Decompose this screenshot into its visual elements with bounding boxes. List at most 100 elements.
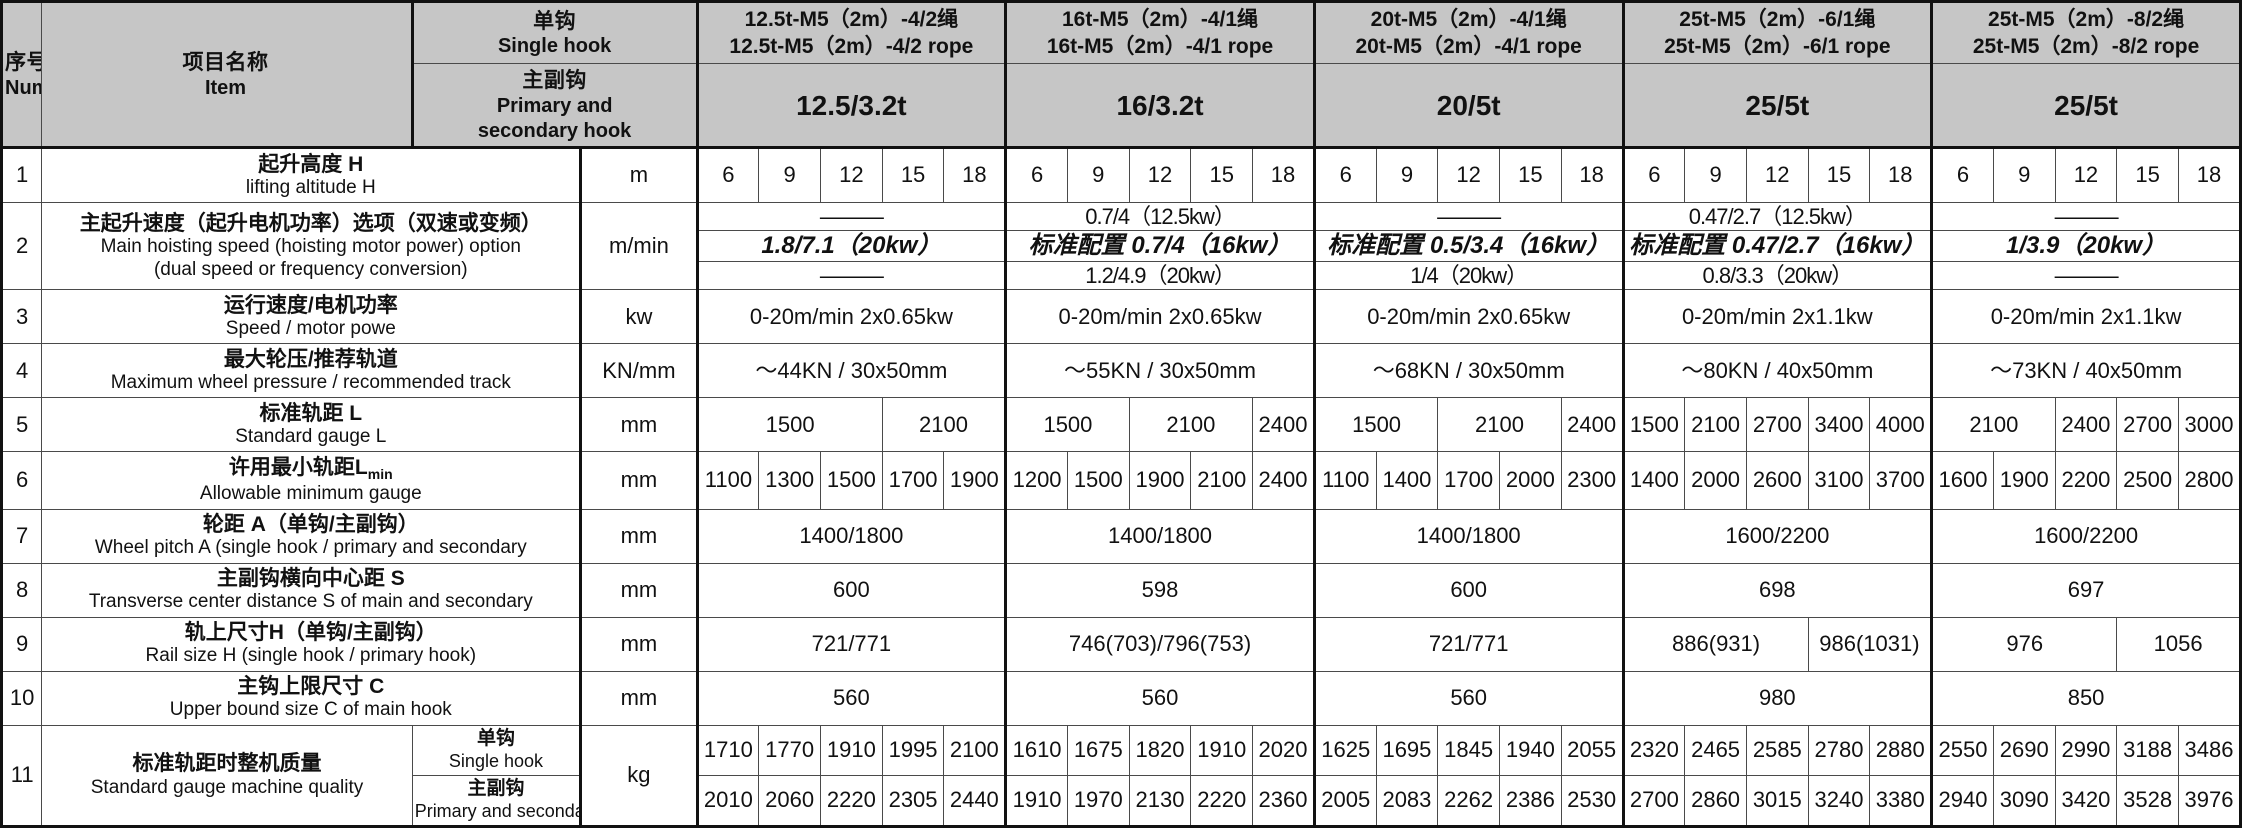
value-cell: 2262 bbox=[1437, 774, 1501, 828]
value-cell: 3015 bbox=[1745, 774, 1809, 828]
value-cell: 560 bbox=[1312, 670, 1624, 726]
row-number: 8 bbox=[0, 562, 43, 618]
value-cell: 2220 bbox=[819, 774, 883, 828]
value-cell: 2000 bbox=[1499, 451, 1562, 510]
value-cell: 560 bbox=[695, 670, 1007, 726]
row-number: 1 bbox=[0, 147, 43, 204]
value-cell: ～80KN / 40x50mm bbox=[1621, 343, 1933, 399]
value-cell: 2700 bbox=[1745, 397, 1809, 453]
value-cell: 2100 bbox=[1437, 397, 1562, 453]
value-cell: 15 bbox=[1190, 147, 1254, 204]
value-cell: 2990 bbox=[2054, 724, 2118, 776]
item-description: 主钩上限尺寸 C Upper bound size C of main hook bbox=[41, 670, 582, 726]
value-cell: 6 bbox=[1930, 147, 1994, 204]
value-cell: ——— bbox=[1930, 261, 2242, 291]
header-item: 项目名称 Item bbox=[41, 0, 413, 150]
value-cell: 886(931) bbox=[1621, 616, 1809, 672]
unit-cell: mm bbox=[579, 397, 698, 453]
unit-cell: mm bbox=[579, 670, 698, 726]
value-cell: 2585 bbox=[1745, 724, 1809, 776]
table-row: 4 最大轮压/推荐轨道 Maximum wheel pressure / recom… bbox=[0, 343, 2242, 399]
value-cell: 1500 bbox=[1312, 397, 1439, 453]
value-cell: 2600 bbox=[1745, 451, 1809, 510]
value-cell: 12 bbox=[2054, 147, 2118, 204]
table-row: 11 标准轨距时整机质量 Standard gauge machine qualit… bbox=[0, 724, 2242, 828]
value-cell: 12 bbox=[1745, 147, 1809, 204]
unit-cell: kg bbox=[579, 724, 698, 828]
value-cell: 2700 bbox=[2116, 397, 2180, 453]
value-cell: 12 bbox=[1128, 147, 1192, 204]
item-description: 最大轮压/推荐轨道 Maximum wheel pressure / recomm… bbox=[41, 343, 582, 399]
value-cell: 2860 bbox=[1684, 774, 1747, 828]
value-cell: 1995 bbox=[881, 724, 945, 776]
value-cell: 0-20m/min 2x0.65kw bbox=[695, 289, 1007, 345]
value-cell: 0.8/3.3（20kw） bbox=[1621, 261, 1933, 291]
value-cell: 1610 bbox=[1004, 724, 1068, 776]
unit-cell: mm bbox=[579, 508, 698, 564]
row-number: 2 bbox=[0, 202, 43, 291]
value-cell: 697 bbox=[1930, 562, 2242, 618]
table-row: 9 轨上尺寸H（单钩/主副钩） Rail size H (single hook /… bbox=[0, 616, 2242, 672]
row-number: 3 bbox=[0, 289, 43, 345]
value-cell: 15 bbox=[881, 147, 945, 204]
value-cell: 1770 bbox=[758, 724, 821, 776]
value-cell: 1700 bbox=[1437, 451, 1501, 510]
value-cell: 0-20m/min 2x0.65kw bbox=[1004, 289, 1315, 345]
value-cell: 1400/1800 bbox=[1004, 508, 1315, 564]
value-cell: 6 bbox=[695, 147, 760, 204]
unit-cell: m/min bbox=[579, 202, 698, 291]
value-cell: 18 bbox=[1869, 147, 1933, 204]
item-description: 许用最小轨距Lmin Allowable minimum gauge bbox=[41, 451, 582, 510]
table-row: 7 轮距 A（单钩/主副钩） Wheel pitch A (single hook … bbox=[0, 508, 2242, 564]
value-cell: 3380 bbox=[1869, 774, 1933, 828]
value-cell: 12 bbox=[819, 147, 883, 204]
value-cell: 2020 bbox=[1252, 724, 1315, 776]
header-capacity-group-2: 16/3.2t bbox=[1004, 63, 1315, 150]
value-cell: 3486 bbox=[2178, 724, 2242, 776]
value-cell: 2010 bbox=[695, 774, 760, 828]
value-cell: 2400 bbox=[2054, 397, 2118, 453]
value-cell: 3240 bbox=[1807, 774, 1871, 828]
value-cell: 1600 bbox=[1930, 451, 1994, 510]
value-cell: 1100 bbox=[1312, 451, 1377, 510]
row-number: 4 bbox=[0, 343, 43, 399]
header-model-group-5: 25t-M5（2m）-8/2绳 25t-M5（2m）-8/2 rope bbox=[1930, 0, 2242, 65]
header-model-group-2: 16t-M5（2m）-4/1绳 16t-M5（2m）-4/1 rope bbox=[1004, 0, 1315, 65]
value-cell: 1/3.9（20kw） bbox=[1930, 230, 2242, 263]
value-cell: 1910 bbox=[1004, 774, 1068, 828]
value-cell: 2940 bbox=[1930, 774, 1994, 828]
value-cell: 18 bbox=[2178, 147, 2242, 204]
row-number: 7 bbox=[0, 508, 43, 564]
value-cell: 1710 bbox=[695, 724, 760, 776]
value-cell: 2550 bbox=[1930, 724, 1994, 776]
value-cell: ～44KN / 30x50mm bbox=[695, 343, 1007, 399]
value-cell: 1200 bbox=[1004, 451, 1068, 510]
header-model-group-1: 12.5t-M5（2m）-4/2绳 12.5t-M5（2m）-4/2 rope bbox=[695, 0, 1007, 65]
value-cell: ——— bbox=[1312, 202, 1624, 231]
item-description: 轨上尺寸H（单钩/主副钩） Rail size H (single hook / … bbox=[41, 616, 582, 672]
value-cell: 15 bbox=[1807, 147, 1871, 204]
value-cell: 15 bbox=[2116, 147, 2180, 204]
value-cell: 2800 bbox=[2178, 451, 2242, 510]
value-cell: 0.47/2.7（12.5kw） bbox=[1621, 202, 1933, 231]
value-cell: ～68KN / 30x50mm bbox=[1312, 343, 1624, 399]
value-cell: 2320 bbox=[1621, 724, 1686, 776]
value-cell: 9 bbox=[1992, 147, 2056, 204]
value-cell: 850 bbox=[1930, 670, 2242, 726]
value-cell: 18 bbox=[943, 147, 1007, 204]
value-cell: 3000 bbox=[2178, 397, 2242, 453]
value-cell: 2200 bbox=[2054, 451, 2118, 510]
unit-cell: m bbox=[579, 147, 698, 204]
value-cell: 1500 bbox=[819, 451, 883, 510]
row-number: 6 bbox=[0, 451, 43, 510]
value-cell: 600 bbox=[1312, 562, 1624, 618]
value-cell: 2530 bbox=[1560, 774, 1624, 828]
value-cell: 2005 bbox=[1312, 774, 1377, 828]
value-cell: 2386 bbox=[1499, 774, 1562, 828]
item-description: 主起升速度（起升电机功率）选项（双速或变频） Main hoisting spee… bbox=[41, 202, 582, 291]
